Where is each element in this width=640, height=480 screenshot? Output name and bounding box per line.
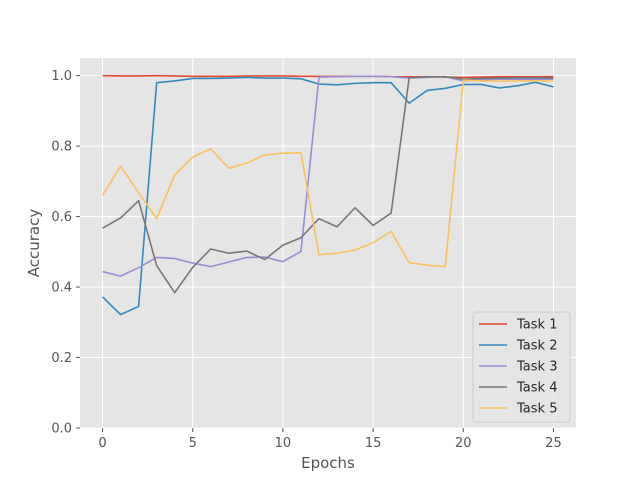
series-line-task-2 (101, 76, 554, 316)
x-tick-label: 25 (545, 436, 562, 451)
y-tick-label: 0.8 (51, 140, 72, 155)
legend-label: Task 5 (516, 402, 557, 417)
x-axis-label: Epochs (301, 454, 355, 472)
y-axis-ticks: 0.0 0.2 0.4 0.6 0.8 1.0 (51, 69, 80, 437)
x-axis-ticks: 0 5 10 15 20 25 (98, 428, 562, 451)
legend-label: Task 1 (516, 318, 557, 333)
series-line-task-4 (102, 75, 554, 294)
y-tick-label: 0.2 (51, 351, 72, 366)
legend-box (472, 311, 571, 423)
y-tick-label: 0.0 (51, 422, 72, 437)
legend-label: Task 3 (516, 360, 557, 375)
x-tick-label: 20 (455, 436, 472, 451)
y-tick-label: 0.4 (51, 281, 72, 296)
x-tick-label: 10 (275, 436, 292, 451)
y-tick-label: 1.0 (51, 69, 72, 84)
legend-label: Task 2 (516, 339, 557, 354)
y-axis-label: Accuracy (25, 209, 43, 278)
series-lines (101, 74, 554, 316)
x-tick-label: 15 (365, 436, 382, 451)
y-tick-label: 0.6 (51, 210, 72, 225)
series-line-task-5 (101, 79, 554, 268)
x-tick-label: 5 (189, 436, 197, 451)
grid-lines (80, 58, 576, 429)
legend-label: Task 4 (516, 381, 557, 396)
legend: Task 1 Task 2 Task 3 Task 4 Task 5 (472, 311, 571, 423)
x-tick-label: 0 (98, 436, 106, 451)
